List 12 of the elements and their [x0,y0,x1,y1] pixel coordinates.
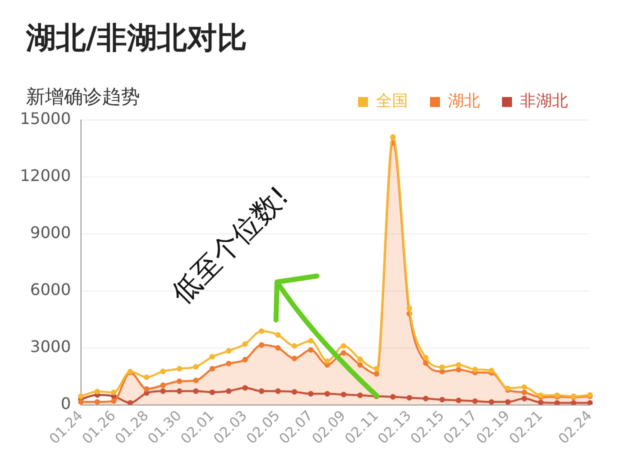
annotation: 低至个位数! [164,178,296,312]
legend-label: 湖北 [448,91,480,110]
y-tick-label: 6000 [30,280,71,300]
y-tick-label: 0 [60,394,71,413]
y-tick-label: 12000 [20,166,71,186]
chart-subtitle: 新增确诊趋势 [26,85,140,110]
chart-title: 湖北/非湖北对比 [26,20,247,58]
y-tick-label: 9000 [30,223,71,242]
legend-label: 非湖北 [520,91,568,110]
y-tick-label: 3000 [30,336,71,356]
y-tick-label: 15000 [20,109,71,128]
legend-label: 全国 [376,91,408,110]
